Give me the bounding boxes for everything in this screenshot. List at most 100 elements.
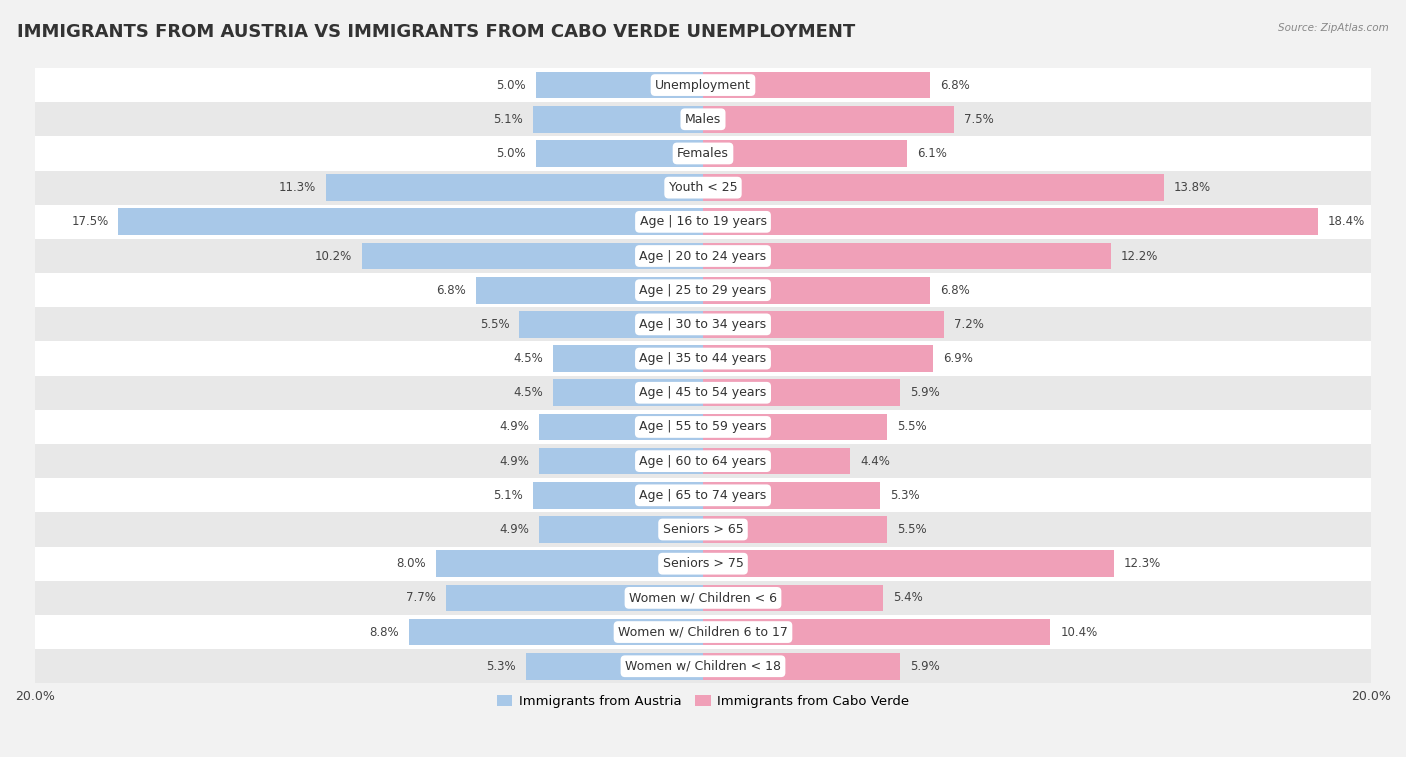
Text: Age | 25 to 29 years: Age | 25 to 29 years <box>640 284 766 297</box>
Bar <box>35 307 1371 341</box>
Text: 5.9%: 5.9% <box>910 660 939 673</box>
Bar <box>540 516 703 543</box>
Bar <box>703 277 931 304</box>
Bar <box>703 345 934 372</box>
Text: 5.3%: 5.3% <box>486 660 516 673</box>
Bar <box>703 413 887 441</box>
Bar <box>526 653 703 680</box>
Text: Females: Females <box>678 147 728 160</box>
Text: 10.4%: 10.4% <box>1060 625 1098 639</box>
Bar <box>363 243 703 269</box>
Bar <box>703 584 883 611</box>
Text: Source: ZipAtlas.com: Source: ZipAtlas.com <box>1278 23 1389 33</box>
Text: 7.7%: 7.7% <box>406 591 436 604</box>
Text: Women w/ Children < 18: Women w/ Children < 18 <box>626 660 780 673</box>
Text: Seniors > 65: Seniors > 65 <box>662 523 744 536</box>
Text: Women w/ Children < 6: Women w/ Children < 6 <box>628 591 778 604</box>
Bar <box>35 410 1371 444</box>
Bar <box>536 140 703 167</box>
Text: 6.1%: 6.1% <box>917 147 946 160</box>
Text: 7.5%: 7.5% <box>963 113 993 126</box>
Bar <box>326 174 703 201</box>
Text: 5.5%: 5.5% <box>897 523 927 536</box>
Text: 7.2%: 7.2% <box>953 318 983 331</box>
Text: IMMIGRANTS FROM AUSTRIA VS IMMIGRANTS FROM CABO VERDE UNEMPLOYMENT: IMMIGRANTS FROM AUSTRIA VS IMMIGRANTS FR… <box>17 23 855 41</box>
Bar <box>540 413 703 441</box>
Text: 6.8%: 6.8% <box>941 284 970 297</box>
Text: 4.5%: 4.5% <box>513 386 543 399</box>
Bar <box>409 618 703 646</box>
Text: 5.5%: 5.5% <box>479 318 509 331</box>
Bar <box>703 208 1317 235</box>
Bar <box>703 516 887 543</box>
Bar <box>35 102 1371 136</box>
Text: 5.4%: 5.4% <box>893 591 924 604</box>
Text: 4.9%: 4.9% <box>499 420 529 434</box>
Bar <box>703 379 900 406</box>
Text: 5.0%: 5.0% <box>496 147 526 160</box>
Bar <box>553 345 703 372</box>
Text: Unemployment: Unemployment <box>655 79 751 92</box>
Bar <box>35 375 1371 410</box>
Bar <box>35 547 1371 581</box>
Text: Age | 35 to 44 years: Age | 35 to 44 years <box>640 352 766 365</box>
Bar <box>436 550 703 577</box>
Bar <box>703 174 1164 201</box>
Bar <box>475 277 703 304</box>
Text: 5.1%: 5.1% <box>494 113 523 126</box>
Bar <box>118 208 703 235</box>
Bar <box>553 379 703 406</box>
Bar <box>35 512 1371 547</box>
Text: 12.3%: 12.3% <box>1123 557 1161 570</box>
Bar <box>35 341 1371 375</box>
Bar <box>35 581 1371 615</box>
Bar <box>703 311 943 338</box>
Text: Age | 65 to 74 years: Age | 65 to 74 years <box>640 489 766 502</box>
Bar <box>35 170 1371 204</box>
Bar <box>35 444 1371 478</box>
Text: 13.8%: 13.8% <box>1174 181 1211 194</box>
Text: 4.9%: 4.9% <box>499 523 529 536</box>
Text: 5.3%: 5.3% <box>890 489 920 502</box>
Bar <box>35 478 1371 512</box>
Bar <box>35 239 1371 273</box>
Text: 4.9%: 4.9% <box>499 455 529 468</box>
Bar <box>703 482 880 509</box>
Bar <box>703 618 1050 646</box>
Text: Women w/ Children 6 to 17: Women w/ Children 6 to 17 <box>619 625 787 639</box>
Text: 5.5%: 5.5% <box>897 420 927 434</box>
Bar <box>703 243 1111 269</box>
Text: 4.4%: 4.4% <box>860 455 890 468</box>
Text: Age | 20 to 24 years: Age | 20 to 24 years <box>640 250 766 263</box>
Text: 6.8%: 6.8% <box>436 284 465 297</box>
Text: 17.5%: 17.5% <box>72 215 108 229</box>
Bar <box>35 68 1371 102</box>
Text: 5.9%: 5.9% <box>910 386 939 399</box>
Text: 4.5%: 4.5% <box>513 352 543 365</box>
Bar <box>35 650 1371 684</box>
Bar <box>703 653 900 680</box>
Bar <box>536 72 703 98</box>
Bar <box>35 204 1371 239</box>
Text: 8.8%: 8.8% <box>370 625 399 639</box>
Text: Age | 55 to 59 years: Age | 55 to 59 years <box>640 420 766 434</box>
Text: Seniors > 75: Seniors > 75 <box>662 557 744 570</box>
Bar <box>35 273 1371 307</box>
Text: Age | 60 to 64 years: Age | 60 to 64 years <box>640 455 766 468</box>
Text: 11.3%: 11.3% <box>278 181 315 194</box>
Text: Age | 16 to 19 years: Age | 16 to 19 years <box>640 215 766 229</box>
Text: Age | 30 to 34 years: Age | 30 to 34 years <box>640 318 766 331</box>
Bar <box>703 140 907 167</box>
Bar <box>703 448 851 475</box>
Text: Males: Males <box>685 113 721 126</box>
Bar <box>540 448 703 475</box>
Text: 18.4%: 18.4% <box>1327 215 1365 229</box>
Legend: Immigrants from Austria, Immigrants from Cabo Verde: Immigrants from Austria, Immigrants from… <box>491 690 915 714</box>
Text: 5.0%: 5.0% <box>496 79 526 92</box>
Bar <box>446 584 703 611</box>
Text: 6.8%: 6.8% <box>941 79 970 92</box>
Bar <box>35 615 1371 650</box>
Text: Age | 45 to 54 years: Age | 45 to 54 years <box>640 386 766 399</box>
Bar <box>35 136 1371 170</box>
Bar <box>533 106 703 132</box>
